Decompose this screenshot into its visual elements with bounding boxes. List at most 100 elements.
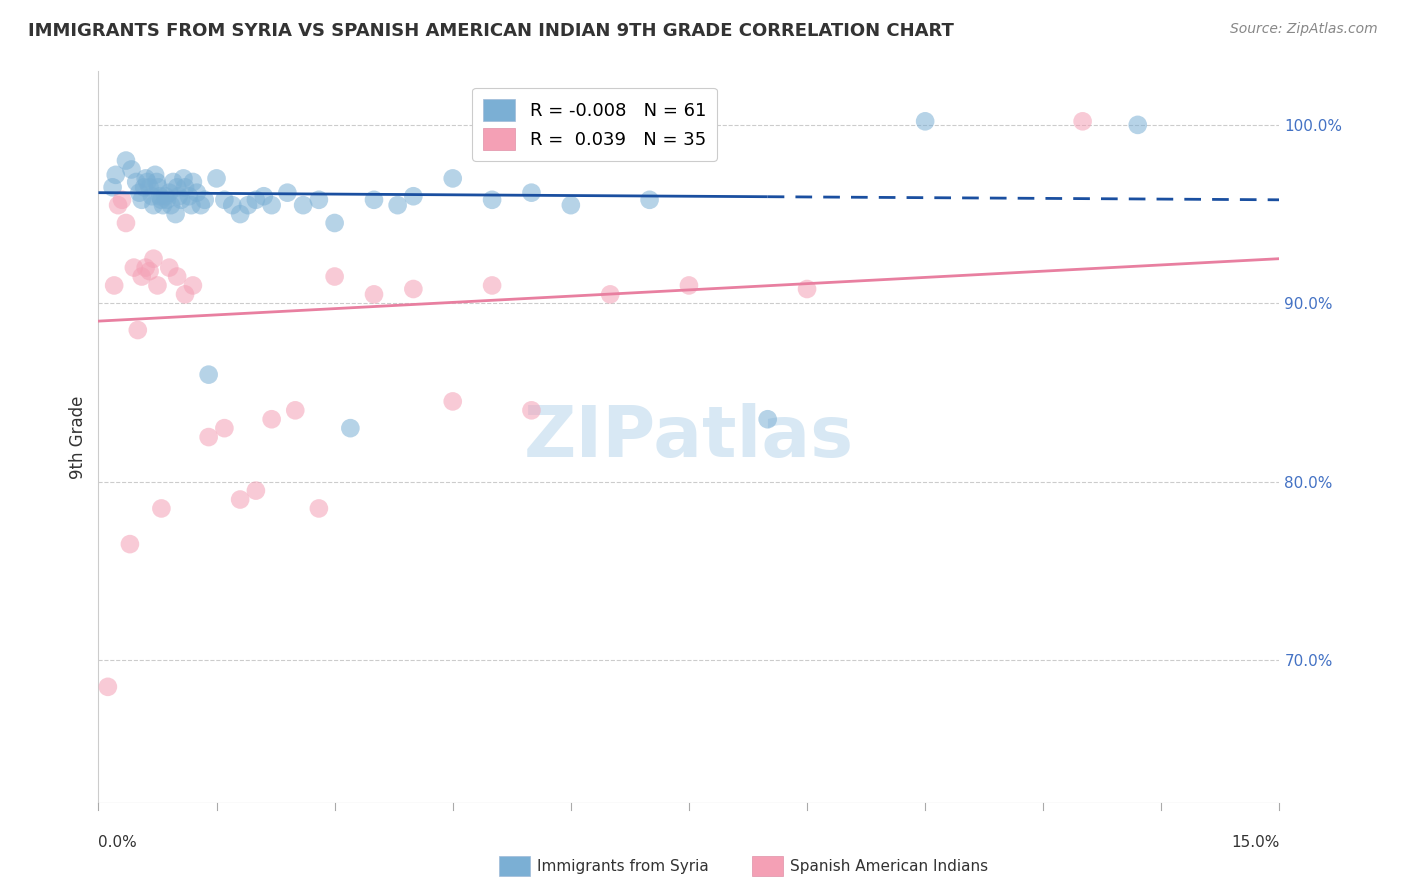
Point	[150, 501, 173, 516]
Point	[174, 287, 197, 301]
Point	[174, 180, 197, 194]
Point	[181, 175, 204, 189]
Point	[150, 193, 173, 207]
Point	[194, 193, 217, 207]
Point	[115, 216, 138, 230]
Point	[128, 186, 150, 200]
Point	[122, 260, 145, 275]
Y-axis label: 9th Grade: 9th Grade	[69, 395, 87, 479]
Point	[638, 193, 661, 207]
Point	[214, 193, 236, 207]
Point	[292, 198, 315, 212]
Point	[253, 189, 276, 203]
Point	[205, 171, 228, 186]
Point	[186, 186, 208, 200]
Point	[172, 171, 194, 186]
Text: ZIPatlas: ZIPatlas	[524, 402, 853, 472]
Point	[181, 278, 204, 293]
Point	[136, 175, 159, 189]
Point	[145, 175, 167, 189]
Point	[229, 207, 252, 221]
Point	[914, 114, 936, 128]
Point	[138, 264, 160, 278]
Point	[103, 278, 125, 293]
Point	[135, 260, 157, 275]
Point	[143, 168, 166, 182]
Point	[197, 430, 219, 444]
Point	[167, 189, 190, 203]
Point	[245, 483, 267, 498]
Legend: R = -0.008   N = 61, R =  0.039   N = 35: R = -0.008 N = 61, R = 0.039 N = 35	[472, 87, 717, 161]
Point	[339, 421, 361, 435]
Text: 15.0%: 15.0%	[1232, 835, 1279, 850]
Point	[157, 186, 180, 200]
Point	[107, 198, 129, 212]
Point	[170, 193, 193, 207]
Point	[149, 189, 172, 203]
Point	[308, 501, 330, 516]
Point	[121, 162, 143, 177]
Point	[323, 269, 346, 284]
Point	[190, 198, 212, 212]
Point	[166, 269, 188, 284]
Point	[142, 252, 165, 266]
Point	[111, 193, 134, 207]
Point	[756, 412, 779, 426]
Point	[197, 368, 219, 382]
Point	[481, 278, 503, 293]
Point	[125, 175, 148, 189]
Point	[118, 537, 141, 551]
Point	[101, 180, 124, 194]
Point	[160, 198, 183, 212]
Text: IMMIGRANTS FROM SYRIA VS SPANISH AMERICAN INDIAN 9TH GRADE CORRELATION CHART: IMMIGRANTS FROM SYRIA VS SPANISH AMERICA…	[28, 22, 955, 40]
Point	[142, 198, 165, 212]
Point	[146, 278, 169, 293]
Point	[148, 180, 170, 194]
Point	[221, 198, 243, 212]
Point	[276, 186, 298, 200]
Point	[152, 198, 174, 212]
Text: 0.0%: 0.0%	[98, 835, 138, 850]
Point	[260, 412, 283, 426]
Point	[115, 153, 138, 168]
Point	[165, 207, 187, 221]
Point	[132, 180, 155, 194]
Point	[308, 193, 330, 207]
Point	[236, 198, 259, 212]
Point	[520, 186, 543, 200]
Point	[1126, 118, 1149, 132]
Point	[520, 403, 543, 417]
Text: Immigrants from Syria: Immigrants from Syria	[537, 859, 709, 873]
Point	[97, 680, 120, 694]
Point	[138, 180, 160, 194]
Point	[363, 193, 385, 207]
Point	[131, 269, 153, 284]
Point	[402, 189, 425, 203]
Point	[135, 171, 157, 186]
Point	[402, 282, 425, 296]
Point	[599, 287, 621, 301]
Point	[284, 403, 307, 417]
Point	[214, 421, 236, 435]
Point	[157, 260, 180, 275]
Point	[796, 282, 818, 296]
Point	[441, 171, 464, 186]
Text: Spanish American Indians: Spanish American Indians	[790, 859, 988, 873]
Point	[155, 189, 177, 203]
Point	[387, 198, 409, 212]
Point	[260, 198, 283, 212]
Point	[180, 198, 202, 212]
Point	[177, 189, 200, 203]
Point	[162, 175, 184, 189]
Point	[166, 180, 188, 194]
Point	[156, 193, 179, 207]
Point	[141, 189, 163, 203]
Point	[131, 193, 153, 207]
Point	[363, 287, 385, 301]
Point	[245, 193, 267, 207]
Point	[323, 216, 346, 230]
Point	[678, 278, 700, 293]
Point	[441, 394, 464, 409]
Point	[229, 492, 252, 507]
Point	[104, 168, 127, 182]
